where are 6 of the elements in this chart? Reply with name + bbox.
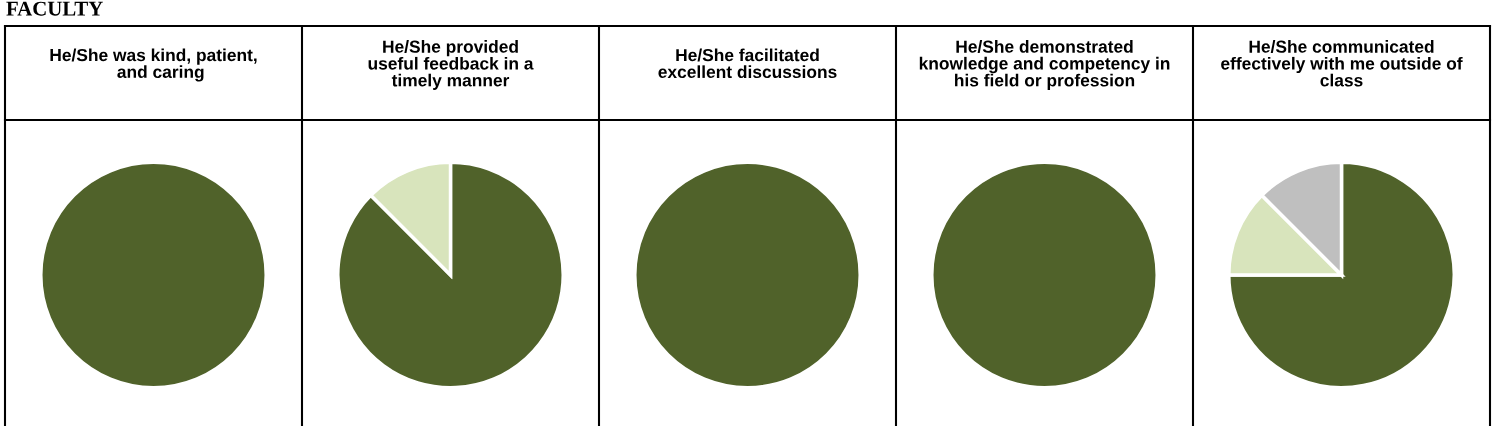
- text: FACULTY: [6, 1, 103, 16]
- chart-title: He/She facilitated excellent discussions: [658, 48, 837, 79]
- chart-title: He/She communicated effectively with me outside of class: [1221, 40, 1463, 87]
- chart-title: He/She was kind, patient, and caring: [50, 48, 257, 82]
- chart-title: He/She demonstrated knowledge and competency in his field or profession: [919, 40, 1170, 90]
- chart-title: He/She provided useful feedback in a timely manner: [368, 40, 534, 90]
